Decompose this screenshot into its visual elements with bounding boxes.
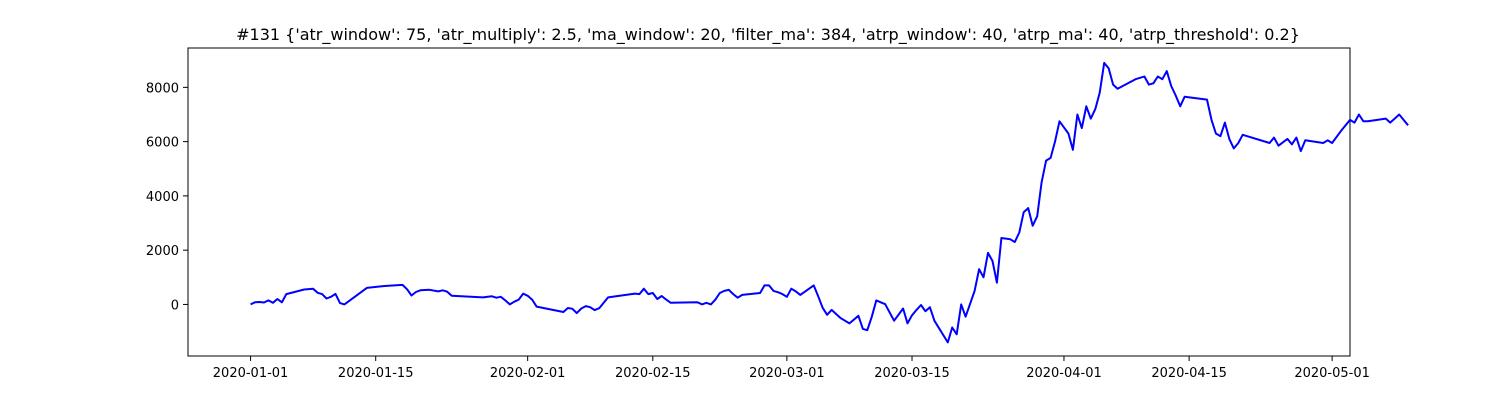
x-tick-label: 2020-01-01 xyxy=(213,366,289,381)
x-tick-label: 2020-01-15 xyxy=(338,366,414,381)
x-tick-label: 2020-04-01 xyxy=(1026,366,1102,381)
chart-title: #131 {'atr_window': 75, 'atr_multiply': … xyxy=(236,25,1300,45)
x-tick-label: 2020-02-01 xyxy=(490,366,566,381)
x-tick-label: 2020-03-15 xyxy=(874,366,950,381)
y-tick-label: 6000 xyxy=(146,136,179,151)
x-tick-label: 2020-02-15 xyxy=(615,366,691,381)
y-tick-label: 8000 xyxy=(146,81,179,96)
plot-frame xyxy=(187,47,1351,357)
x-axis: 2020-01-01 2020-01-15 2020-02-01 2020-02-15… xyxy=(213,356,1370,381)
x-tick-label: 2020-03-01 xyxy=(749,366,825,381)
y-axis: 0 2000 4000 6000 8000 xyxy=(146,81,188,313)
y-tick-label: 2000 xyxy=(146,244,179,259)
x-tick-label: 2020-04-15 xyxy=(1151,366,1227,381)
y-tick-label: 4000 xyxy=(146,190,179,205)
series-line xyxy=(250,61,1409,344)
y-tick-label: 0 xyxy=(171,298,179,313)
x-tick-label: 2020-05-01 xyxy=(1294,366,1370,381)
